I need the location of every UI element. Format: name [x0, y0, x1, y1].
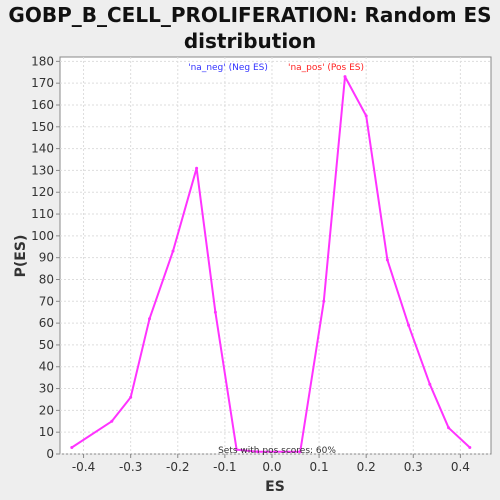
y-tick-label: 30 — [39, 382, 54, 396]
y-tick-label: 170 — [31, 76, 54, 90]
x-tick-label: -0.4 — [72, 460, 95, 474]
x-tick-label: 0.1 — [310, 460, 329, 474]
data-point — [235, 448, 239, 452]
y-tick-label: 50 — [39, 338, 54, 352]
data-point — [447, 426, 451, 430]
data-point — [213, 310, 217, 314]
data-point — [195, 166, 199, 170]
data-point — [468, 446, 472, 449]
y-tick-label: 0 — [46, 447, 54, 461]
legend-neg-label: 'na_neg' (Neg ES) — [188, 63, 268, 73]
y-tick-label: 70 — [39, 294, 54, 308]
x-tick-label: -0.2 — [166, 460, 189, 474]
data-point — [428, 382, 432, 386]
x-tick-label: -0.3 — [119, 460, 142, 474]
x-tick-label: 0.4 — [451, 460, 470, 474]
data-point — [407, 323, 411, 327]
x-axis-label: ES — [265, 479, 285, 495]
y-tick-label: 80 — [39, 272, 54, 286]
data-point — [298, 450, 302, 454]
es-distribution-line — [71, 75, 471, 453]
y-tick-label: 110 — [31, 207, 54, 221]
y-axis-label: P(ES) — [13, 235, 29, 278]
data-point — [110, 419, 114, 423]
series-layer — [70, 75, 472, 454]
y-tick-label: 130 — [31, 163, 54, 177]
y-tick-label: 20 — [39, 403, 54, 417]
data-point — [322, 299, 326, 303]
x-axis: -0.4 -0.3 -0.2 -0.1 0.0 0.1 0.2 0.3 0.4 — [72, 454, 470, 474]
y-tick-label: 10 — [39, 425, 54, 439]
chart-title: GOBP_B_CELL_PROLIFERATION: Random ES dis… — [8, 3, 492, 53]
x-tick-label: -0.1 — [213, 460, 236, 474]
sets-annotation: Sets with pos scores: 60% — [218, 446, 336, 456]
y-tick-label: 160 — [31, 98, 54, 112]
y-tick-label: 90 — [39, 251, 54, 265]
y-tick-label: 40 — [39, 360, 54, 374]
y-axis: 0 10 20 30 40 50 60 70 80 90 100 110 120 130 140 150 160… — [31, 54, 60, 461]
data-point — [343, 75, 347, 79]
data-point — [256, 450, 260, 454]
data-point — [385, 258, 389, 262]
data-point — [171, 249, 175, 253]
data-point — [129, 395, 133, 399]
data-point — [364, 114, 368, 118]
y-tick-label: 120 — [31, 185, 54, 199]
y-tick-label: 140 — [31, 142, 54, 156]
x-tick-label: 0.0 — [262, 460, 281, 474]
y-tick-label: 60 — [39, 316, 54, 330]
data-point — [70, 446, 74, 449]
y-tick-label: 150 — [31, 120, 54, 134]
plot-area — [59, 56, 492, 455]
x-tick-label: 0.3 — [404, 460, 423, 474]
legend-pos-label: 'na_pos' (Pos ES) — [288, 63, 364, 73]
y-tick-label: 100 — [31, 229, 54, 243]
x-tick-label: 0.2 — [357, 460, 376, 474]
data-point — [148, 317, 151, 321]
y-tick-label: 180 — [31, 54, 54, 68]
